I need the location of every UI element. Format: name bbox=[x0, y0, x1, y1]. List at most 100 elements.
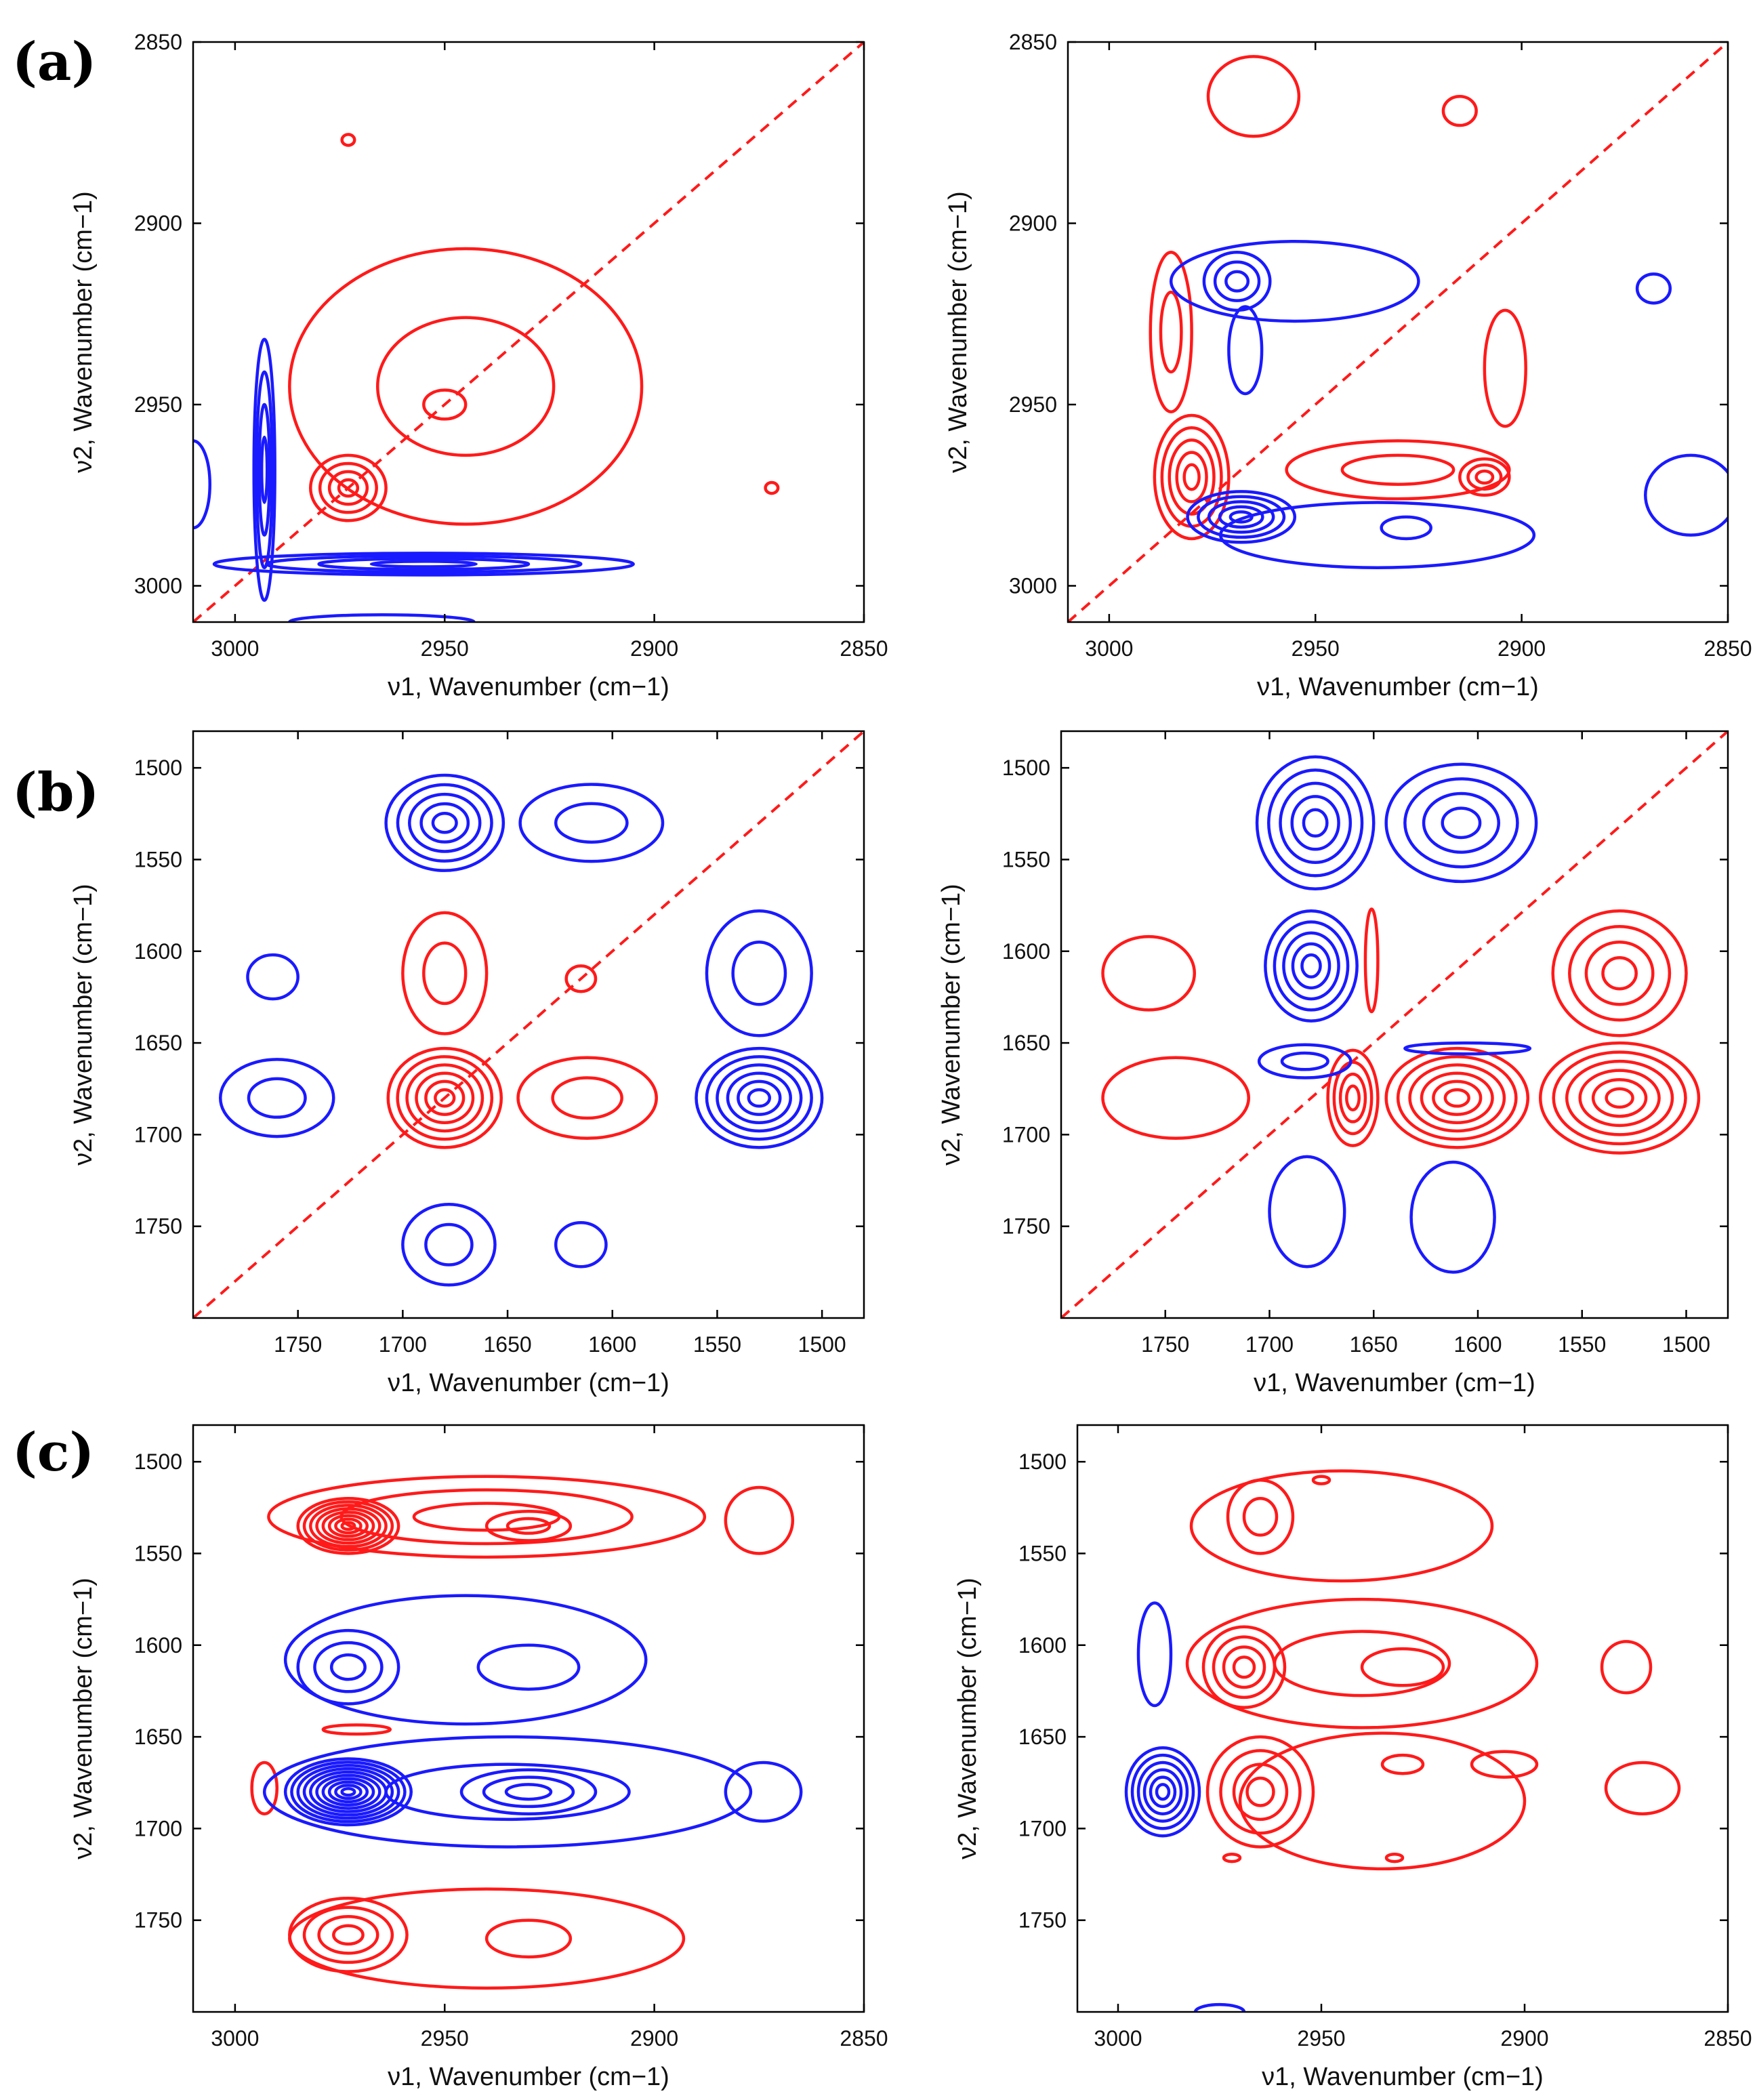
negative-peak bbox=[1264, 909, 1359, 1023]
contour-level bbox=[1600, 1640, 1653, 1695]
contour-level bbox=[516, 1056, 658, 1140]
x-tick-label: 1600 bbox=[588, 1332, 636, 1357]
x-tick-label: 1750 bbox=[274, 1332, 322, 1357]
contour-level bbox=[564, 964, 598, 993]
x-axis-label: ν1, Wavenumber (cm−1) bbox=[388, 673, 669, 701]
negative-peak bbox=[218, 1058, 335, 1138]
contour-level bbox=[1483, 308, 1527, 428]
y-tick-label: 1750 bbox=[134, 1908, 182, 1933]
contour-level bbox=[396, 783, 493, 863]
positive-peak bbox=[1101, 1056, 1250, 1140]
axes-frame bbox=[192, 730, 865, 1319]
positive-peak bbox=[1600, 1640, 1653, 1695]
negative-peak bbox=[1380, 515, 1432, 541]
x-tick-label: 2850 bbox=[840, 636, 888, 661]
x-axis-label: ν1, Wavenumber (cm−1) bbox=[1262, 2063, 1544, 2091]
chart-c-right: 3000 2950 2900 2850 1500 1550 1600 1650 1700 1750… bbox=[953, 1424, 1752, 2091]
negative-peak bbox=[1409, 1160, 1496, 1274]
x-axis-label: ν1, Wavenumber (cm−1) bbox=[388, 2063, 669, 2091]
negative-peak bbox=[252, 337, 276, 602]
y-tick-label: 1700 bbox=[1018, 1816, 1067, 1840]
contour-area bbox=[193, 731, 864, 1318]
x-tick-label: 2950 bbox=[1292, 636, 1340, 661]
contour-area bbox=[193, 42, 864, 622]
y-tick-label: 2950 bbox=[134, 392, 182, 417]
contour-level bbox=[1153, 413, 1231, 541]
contour-level bbox=[1380, 1753, 1425, 1775]
y-tick-label: 1700 bbox=[1002, 1122, 1050, 1147]
contour-level bbox=[1403, 1041, 1532, 1056]
contour-level bbox=[1257, 1043, 1353, 1079]
contour-level bbox=[247, 1077, 307, 1119]
contour-level bbox=[288, 247, 644, 526]
contour-level bbox=[302, 1906, 394, 1964]
negative-peak bbox=[1202, 251, 1272, 312]
contour-level bbox=[1205, 1735, 1315, 1849]
diagonal-line bbox=[193, 42, 864, 622]
positive-peak bbox=[1384, 1853, 1405, 1864]
positive-peak bbox=[1551, 909, 1688, 1037]
contour-level bbox=[302, 1500, 394, 1552]
contour-level bbox=[1443, 1088, 1470, 1108]
x-tick-label: 1500 bbox=[798, 1332, 846, 1357]
negative-peak bbox=[476, 1643, 581, 1691]
y-tick-label: 1750 bbox=[134, 1214, 182, 1239]
contour-level bbox=[1267, 768, 1364, 878]
contour-level bbox=[1218, 501, 1536, 569]
contour-level bbox=[315, 1773, 381, 1810]
x-tick-label: 3000 bbox=[1085, 636, 1133, 661]
contour-level bbox=[250, 1761, 278, 1815]
negative-peak bbox=[384, 773, 505, 872]
contour-level bbox=[317, 557, 531, 571]
x-tick-label: 1750 bbox=[1141, 1332, 1189, 1357]
x-tick-label: 2950 bbox=[421, 636, 469, 661]
contour-level bbox=[1302, 808, 1329, 838]
contour-level bbox=[309, 453, 388, 522]
contour-level bbox=[431, 811, 458, 834]
contour-level bbox=[1285, 439, 1511, 501]
contour-level bbox=[1408, 1063, 1506, 1133]
contour-level bbox=[1159, 290, 1183, 374]
contour-level bbox=[1101, 934, 1197, 1012]
contour-level bbox=[484, 1509, 573, 1542]
contour-level bbox=[1268, 1155, 1346, 1269]
positive-peak bbox=[1101, 934, 1197, 1012]
contour-level bbox=[1466, 463, 1503, 491]
positive-peak bbox=[1604, 1761, 1681, 1815]
contour-level bbox=[554, 1221, 608, 1269]
axes-frame bbox=[1060, 730, 1729, 1319]
contour-level bbox=[408, 792, 482, 853]
positive-peak bbox=[1238, 1731, 1527, 1871]
negative-peak bbox=[283, 1757, 413, 1827]
contour-level bbox=[1279, 781, 1353, 865]
positive-peak bbox=[1539, 1041, 1701, 1155]
contour-level bbox=[1185, 1597, 1539, 1729]
contour-level bbox=[476, 1643, 581, 1691]
contour-level bbox=[1605, 1087, 1634, 1109]
contour-level bbox=[1380, 515, 1432, 541]
diagonal-line bbox=[1061, 731, 1728, 1318]
contour-level bbox=[459, 1768, 598, 1815]
y-tick-label: 2850 bbox=[134, 30, 182, 54]
contour-level bbox=[369, 560, 478, 569]
contour-level bbox=[327, 1514, 369, 1538]
axes-frame bbox=[1076, 1424, 1729, 2013]
y-axis-label: ν2, Wavenumber (cm−1) bbox=[69, 1578, 98, 1859]
axes-frame bbox=[192, 1424, 865, 2013]
contour-level bbox=[302, 1767, 394, 1817]
contour-level bbox=[1136, 1601, 1173, 1708]
negative-peak bbox=[262, 1735, 753, 1849]
contour-level bbox=[218, 1058, 335, 1138]
contour-level bbox=[1201, 1625, 1287, 1710]
contour-level bbox=[1644, 453, 1728, 537]
y-tick-label: 1500 bbox=[134, 756, 182, 780]
contour-level bbox=[317, 1915, 379, 1955]
axes-frame bbox=[192, 41, 865, 623]
contour-level bbox=[705, 1055, 813, 1141]
contour-level bbox=[296, 1764, 400, 1820]
y-tick-label: 3000 bbox=[134, 574, 182, 598]
contour-level bbox=[255, 370, 274, 569]
x-tick-label: 1650 bbox=[483, 1332, 531, 1357]
x-tick-label: 1650 bbox=[1350, 1332, 1398, 1357]
negative-peak bbox=[1186, 490, 1297, 544]
